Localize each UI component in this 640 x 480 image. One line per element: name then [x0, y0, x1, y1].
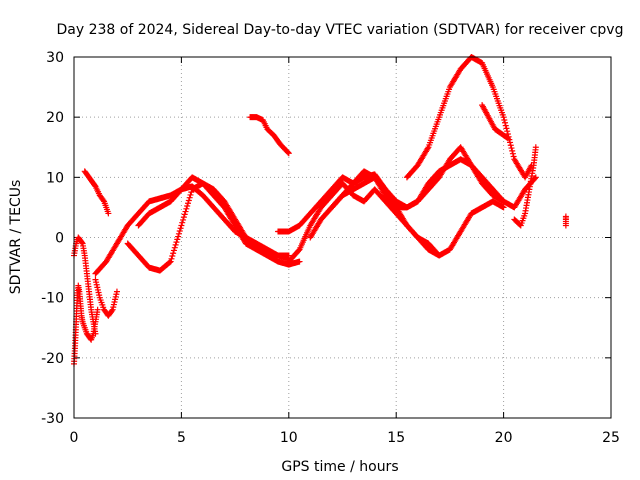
data-point	[177, 225, 184, 232]
chart-title: Day 238 of 2024, Sidereal Day-to-day VTE…	[57, 22, 624, 38]
x-tick-label: 25	[602, 430, 620, 446]
series-track-b	[71, 282, 101, 367]
data-point	[100, 197, 107, 204]
series-track-h	[247, 114, 292, 157]
series-track-n	[479, 102, 511, 142]
x-tick-label: 0	[70, 430, 79, 446]
data-point	[502, 122, 509, 129]
data-point	[185, 197, 192, 204]
series-track-f	[124, 180, 292, 274]
data-point	[176, 228, 183, 235]
data-point	[509, 150, 516, 157]
data-point	[509, 147, 516, 154]
y-tick-label: -20	[41, 351, 64, 367]
data-point	[532, 144, 539, 151]
data-point	[170, 247, 177, 254]
data-point	[424, 145, 431, 152]
y-tick-label: 10	[46, 170, 64, 186]
data-point	[508, 145, 515, 152]
x-tick-label: 15	[387, 430, 405, 446]
x-axis-label: GPS time / hours	[281, 459, 398, 475]
data-point	[172, 241, 179, 248]
data-point	[186, 194, 193, 201]
data-point	[78, 239, 85, 246]
y-tick-label: 0	[55, 231, 64, 247]
data-point	[510, 153, 517, 160]
data-point	[504, 128, 511, 135]
y-tick-label: -10	[41, 291, 64, 307]
y-axis-label: SDTVAR / TECUs	[8, 180, 24, 295]
series-track-l	[328, 144, 507, 211]
data-point	[532, 174, 539, 181]
data-point	[169, 253, 176, 260]
data-point	[500, 114, 507, 121]
data-point	[168, 255, 175, 262]
data-point	[503, 125, 510, 132]
data-point	[175, 233, 182, 240]
plot-frame	[73, 56, 612, 419]
data-point	[174, 236, 181, 243]
series-track-m	[403, 54, 535, 181]
x-tick-label: 20	[495, 430, 513, 446]
data-point	[507, 139, 514, 146]
data-point	[180, 216, 187, 223]
data-point	[170, 250, 177, 257]
data-point	[113, 288, 120, 295]
data-point	[108, 307, 115, 314]
data-point	[94, 306, 101, 313]
data-points	[71, 54, 569, 367]
data-point	[105, 210, 112, 217]
data-point	[182, 208, 189, 215]
series-track-c	[81, 168, 112, 217]
data-point	[187, 191, 194, 198]
data-point	[166, 259, 173, 266]
data-point	[296, 258, 303, 265]
x-tick-label: 10	[280, 430, 298, 446]
data-point	[185, 200, 192, 207]
y-tick-label: 30	[46, 50, 64, 66]
data-point	[188, 189, 195, 196]
data-point	[175, 230, 182, 237]
series-track-o	[511, 144, 539, 229]
data-point	[507, 142, 514, 149]
axis-ticks: 0 5 10 15 20 25 -30 -20 -10 0 10 20 30	[41, 50, 620, 446]
data-point	[173, 239, 180, 246]
data-point	[178, 222, 185, 229]
data-point	[504, 134, 511, 141]
data-point	[285, 150, 292, 157]
grid	[74, 57, 611, 418]
x-tick-label: 5	[177, 430, 186, 446]
data-point	[504, 135, 511, 142]
data-point	[167, 258, 174, 265]
series-track-g	[135, 174, 303, 268]
y-tick-label: 20	[46, 110, 64, 126]
data-point	[180, 214, 187, 221]
y-tick-label: -30	[41, 411, 64, 427]
data-point	[500, 198, 507, 205]
data-point	[171, 244, 178, 251]
data-point	[179, 219, 186, 226]
data-point	[562, 213, 569, 220]
data-point	[181, 211, 188, 218]
series-track-d	[92, 276, 120, 319]
data-point	[500, 204, 507, 211]
data-point	[183, 205, 190, 212]
data-point	[184, 203, 191, 210]
data-point	[285, 149, 292, 156]
data-point	[501, 116, 508, 123]
series-track-p	[562, 213, 569, 229]
data-point	[502, 119, 509, 126]
